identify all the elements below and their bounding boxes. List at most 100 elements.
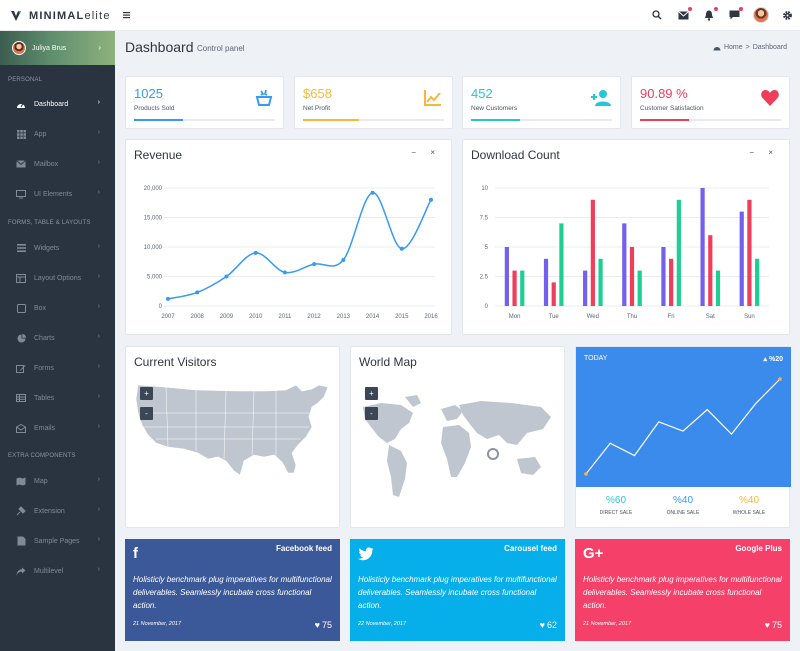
heart-icon: ♥ (764, 620, 770, 630)
pages-icon (16, 536, 26, 546)
mail-icon[interactable] (676, 7, 692, 22)
like-button[interactable]: ♥ 75 (315, 620, 332, 630)
user-panel[interactable]: Juliya Brus › (0, 31, 115, 65)
stat-card-customer-satisfaction: 90.89 % Customer Satisfaction (631, 76, 790, 129)
bar (700, 188, 705, 306)
card-tools[interactable]: − × (411, 148, 441, 157)
sidebar-item-emails[interactable]: Emails › (0, 418, 115, 438)
sidebar-item-dashboard[interactable]: Dashboard › (0, 94, 115, 114)
card-title: World Map (359, 355, 417, 369)
stat-card-new-customers: 452 New Customers (462, 76, 621, 129)
sidebar-item-multilevel[interactable]: Multilevel › (0, 561, 115, 581)
card-tools[interactable]: − × (749, 148, 779, 157)
sidebar-item-ui-elements[interactable]: UI Elements › (0, 184, 115, 204)
social-title: Facebook feed (275, 544, 332, 553)
map-icon (16, 476, 26, 486)
y-tick-label: 0 (159, 304, 163, 310)
stat-value: 1025 (134, 86, 163, 101)
notification-dot (739, 7, 743, 11)
bar (669, 258, 674, 306)
x-tick-label: Sat (706, 314, 715, 320)
heart-icon: ♥ (314, 620, 320, 630)
sidebar-item-app[interactable]: App › (0, 124, 115, 144)
stat-label: New Customers (471, 105, 518, 112)
revenue-card: Revenue − × 0 5,000 10,000 15,000 20,000 2007… (125, 139, 452, 335)
y-tick-label: 0 (485, 304, 489, 310)
data-point (429, 197, 433, 202)
chevron-right-icon: › (97, 273, 100, 280)
monitor-icon (16, 189, 26, 199)
brand-name: MINIMALelite (29, 9, 111, 22)
data-point (370, 190, 375, 195)
sidebar: Juliya Brus › PERSONAL Dashboard › App ›… (0, 31, 115, 651)
sidebar-item-layout-options[interactable]: Layout Options › (0, 268, 115, 288)
bar (747, 199, 752, 306)
sidebar-item-sample-pages[interactable]: Sample Pages › (0, 531, 115, 551)
bar (512, 270, 517, 306)
sidebar-item-tables[interactable]: Tables › (0, 388, 115, 408)
stat-value: %60 (605, 495, 626, 506)
map-marker[interactable] (487, 448, 499, 460)
stat-value: 90.89 % (640, 86, 688, 101)
bar (583, 270, 588, 306)
today-line-chart (584, 377, 782, 476)
sidebar-item-mailbox[interactable]: Mailbox › (0, 154, 115, 174)
sidebar-item-box[interactable]: Box › (0, 298, 115, 318)
sidebar-item-extension[interactable]: Extension › (0, 501, 115, 521)
zoom-out-button[interactable]: - (140, 407, 153, 420)
bar (715, 270, 721, 306)
bell-icon[interactable] (702, 7, 718, 22)
like-count: 75 (321, 620, 332, 630)
sidebar-item-charts[interactable]: Charts › (0, 328, 115, 348)
bar (504, 247, 509, 306)
sidebar-item-widgets[interactable]: Widgets › (0, 238, 115, 258)
chevron-right-icon: › (97, 189, 100, 196)
facebook-icon[interactable]: f (133, 545, 138, 562)
zoom-in-button[interactable]: + (140, 387, 153, 400)
today-stat-online: %40 ONLINE SALE (648, 495, 718, 516)
download-bar-chart: 0 2.5 5 7.5 10 Mon Tue Wed Thu Fri Sat Sun (480, 186, 769, 320)
logo-icon (11, 10, 21, 21)
chat-icon[interactable] (727, 7, 743, 22)
card-title: Download Count (471, 148, 560, 162)
box-icon (16, 303, 26, 313)
envelope-icon (16, 423, 26, 433)
world-map[interactable] (351, 347, 566, 529)
chevron-right-icon: › (97, 159, 100, 166)
search-icon[interactable] (650, 8, 664, 22)
progress-track (640, 119, 781, 121)
google-plus-icon[interactable]: G+ (583, 545, 604, 562)
card-title: Revenue (134, 148, 183, 162)
chevron-right-icon: › (98, 43, 101, 52)
x-tick-label: 2008 (191, 314, 205, 320)
bar (755, 258, 760, 306)
chevron-right-icon: › (97, 506, 100, 513)
bar (739, 211, 744, 306)
breadcrumb-home[interactable]: Home (723, 44, 743, 51)
y-tick-label: 5,000 (147, 275, 163, 281)
twitter-icon[interactable] (358, 547, 374, 561)
today-label: TODAY (584, 355, 608, 362)
sidebar-item-forms[interactable]: Forms › (0, 358, 115, 378)
stat-value: 452 (471, 86, 493, 101)
zoom-in-button[interactable]: + (365, 387, 378, 400)
plug-icon (16, 506, 26, 516)
chevron-right-icon: › (97, 363, 100, 370)
usa-map[interactable] (126, 347, 341, 529)
zoom-out-button[interactable]: - (365, 407, 378, 420)
data-point (312, 262, 317, 267)
gear-icon[interactable] (780, 8, 794, 22)
today-series-line (585, 378, 781, 475)
chevron-right-icon: › (97, 333, 100, 340)
x-tick-label: 2012 (307, 314, 321, 320)
x-tick-label: Sun (744, 314, 755, 320)
like-button[interactable]: ♥ 62 (540, 620, 557, 630)
page-subtitle: Control panel (197, 44, 245, 53)
sidebar-item-map[interactable]: Map › (0, 471, 115, 491)
x-tick-label: Tue (549, 314, 560, 320)
menu-icon[interactable] (122, 9, 134, 21)
brand[interactable]: MINIMALelite (0, 0, 115, 31)
section-personal: PERSONAL (8, 77, 43, 83)
user-avatar[interactable] (753, 7, 769, 23)
like-button[interactable]: ♥ 75 (765, 620, 782, 630)
